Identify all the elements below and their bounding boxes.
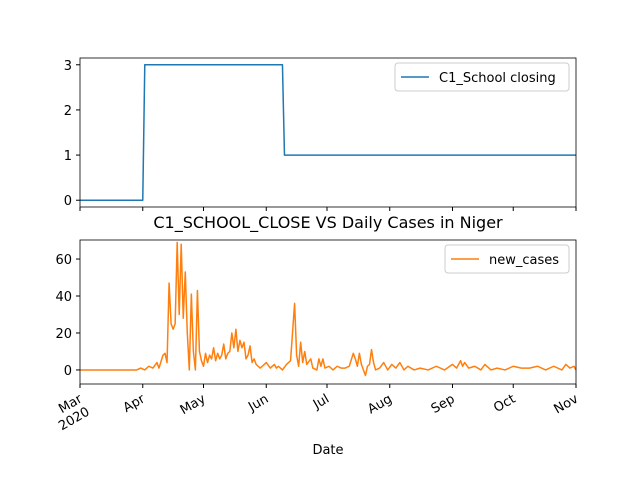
y-tick-label: 2: [64, 104, 72, 119]
chart-title: C1_SCHOOL_CLOSE VS Daily Cases in Niger: [153, 213, 503, 233]
data-line: [80, 241, 577, 377]
y-tick-label: 3: [64, 59, 72, 74]
legend-box: [394, 62, 570, 92]
y-tick-label: 0: [64, 194, 72, 209]
x-tick-label: Jul: [310, 392, 332, 413]
y-tick-label: 60: [55, 253, 72, 268]
axes-frame: [79, 239, 577, 385]
x-axis-label: Date: [312, 443, 343, 458]
y-tick-label: 0: [64, 364, 72, 379]
y-tick-label: 20: [55, 327, 72, 342]
axes-frame: [79, 57, 577, 208]
legend-label: C1_School closing: [439, 71, 556, 86]
data-line: [80, 64, 576, 201]
y-tick-label: 1: [64, 149, 72, 164]
y-tick-label: 40: [55, 290, 72, 305]
legend-label: new_cases: [489, 253, 559, 268]
legend-box: [444, 244, 570, 274]
